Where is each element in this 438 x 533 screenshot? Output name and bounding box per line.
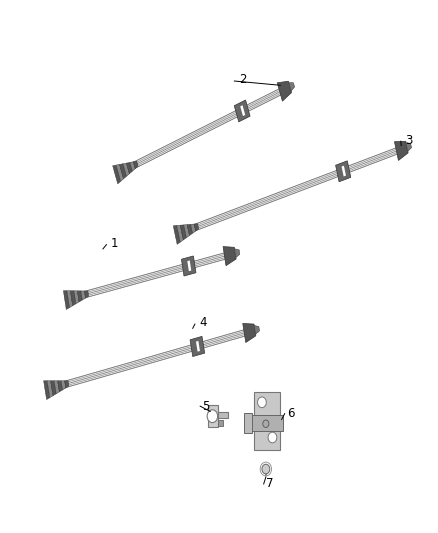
Polygon shape [218,420,223,425]
Polygon shape [218,413,228,418]
Polygon shape [173,225,180,244]
Polygon shape [406,143,412,151]
Text: 5: 5 [202,400,210,413]
Polygon shape [277,81,292,101]
Polygon shape [58,381,63,392]
Polygon shape [127,163,132,174]
Polygon shape [289,83,295,91]
Circle shape [258,397,266,408]
Polygon shape [336,161,351,182]
Polygon shape [64,290,70,310]
Polygon shape [251,415,283,431]
Polygon shape [196,341,200,352]
Polygon shape [244,413,252,433]
Polygon shape [113,165,120,184]
Text: 2: 2 [239,74,246,86]
Polygon shape [120,164,127,179]
Polygon shape [395,141,408,160]
Polygon shape [44,381,50,400]
Text: 1: 1 [111,237,118,250]
Polygon shape [187,224,193,236]
Polygon shape [234,249,240,257]
Polygon shape [194,224,199,231]
Polygon shape [78,291,82,302]
Polygon shape [65,381,69,388]
Polygon shape [61,381,66,390]
Text: 3: 3 [405,134,413,147]
Polygon shape [243,324,256,343]
Polygon shape [177,225,184,242]
Polygon shape [223,247,236,265]
Polygon shape [85,291,89,298]
Text: 6: 6 [287,407,294,420]
Polygon shape [180,225,187,240]
Polygon shape [123,163,129,176]
Polygon shape [191,224,196,233]
Polygon shape [133,161,138,168]
Polygon shape [51,381,56,395]
Circle shape [207,410,218,423]
Text: 4: 4 [199,317,207,329]
Circle shape [263,420,269,427]
Polygon shape [190,336,205,357]
Polygon shape [181,256,196,276]
Text: 7: 7 [266,478,273,490]
Polygon shape [342,166,346,176]
Polygon shape [187,261,191,271]
Polygon shape [254,392,280,450]
Polygon shape [130,161,135,171]
Circle shape [268,432,277,443]
Circle shape [262,464,270,474]
Polygon shape [81,291,85,300]
Polygon shape [54,381,60,394]
Polygon shape [254,326,260,334]
Polygon shape [240,105,245,116]
Polygon shape [67,290,73,308]
Polygon shape [184,224,190,238]
Polygon shape [74,291,79,304]
Polygon shape [116,164,124,181]
Polygon shape [208,405,218,427]
Polygon shape [71,290,76,306]
Polygon shape [47,381,53,398]
Polygon shape [234,100,250,122]
